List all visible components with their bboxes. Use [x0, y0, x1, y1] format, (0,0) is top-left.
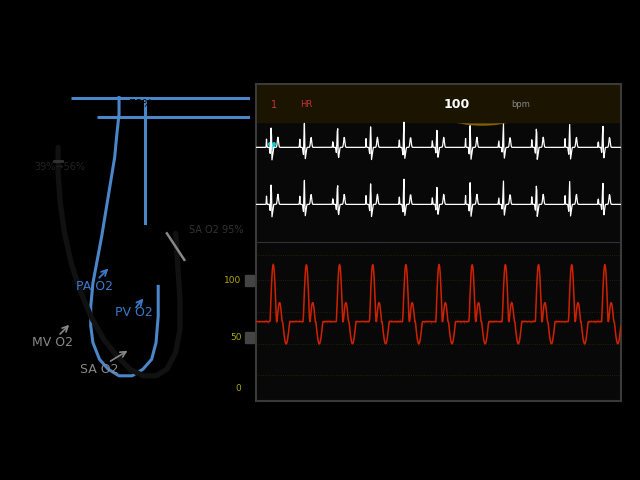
- Text: 100: 100: [224, 276, 241, 285]
- Text: 78%: 78%: [129, 99, 153, 109]
- Text: 100: 100: [444, 98, 470, 111]
- Bar: [245, 332, 254, 343]
- Text: SA O2: SA O2: [80, 363, 118, 376]
- Bar: [256, 84, 621, 122]
- Ellipse shape: [431, 81, 533, 125]
- Text: PA O2: PA O2: [76, 280, 113, 293]
- Text: 1: 1: [271, 99, 276, 109]
- Text: 0: 0: [236, 384, 241, 393]
- Text: 50: 50: [230, 333, 241, 342]
- Text: bpm: bpm: [511, 100, 530, 109]
- Text: MV O2: MV O2: [32, 336, 73, 349]
- Bar: [245, 275, 254, 286]
- Text: PV O2: PV O2: [115, 306, 152, 319]
- Text: HR: HR: [300, 100, 312, 109]
- Text: ♥: ♥: [267, 143, 277, 152]
- Text: SA O2 95%: SA O2 95%: [189, 225, 243, 235]
- Text: 39%→56%: 39%→56%: [34, 162, 85, 172]
